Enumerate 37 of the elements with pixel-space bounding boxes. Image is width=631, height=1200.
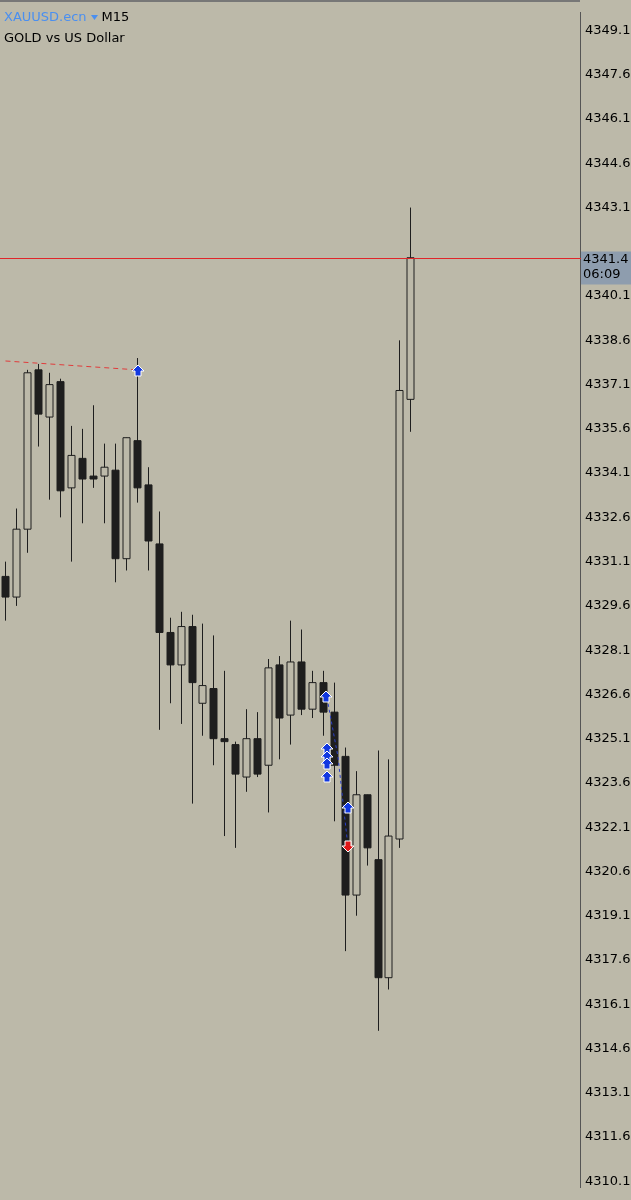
y-tick-label: 4314.6 <box>585 1039 631 1055</box>
candlestick <box>1 561 10 622</box>
y-tick-label: 4329.6 <box>585 597 631 613</box>
candlestick <box>89 404 98 489</box>
y-tick-label: 4347.6 <box>585 66 631 82</box>
y-tick-label: 4328.1 <box>585 641 631 657</box>
y-tick-label: 4310.1 <box>585 1172 631 1188</box>
candlestick <box>78 428 87 524</box>
y-tick-label: 4313.1 <box>585 1084 631 1100</box>
y-tick-label: 4320.6 <box>585 862 631 878</box>
y-tick-label: 4340.1 <box>585 287 631 303</box>
annotation: M15 <box>101 9 130 25</box>
y-tick-label: 4349.1 <box>585 21 631 37</box>
y-tick-label: 4346.1 <box>585 110 631 126</box>
y-tick-label: 4317.6 <box>585 951 631 967</box>
y-tick-label: 4322.1 <box>585 818 631 834</box>
y-tick-label: 4334.1 <box>585 464 631 480</box>
ref-line-label: 4341.4 <box>583 251 629 267</box>
text: 06:09 <box>583 266 621 282</box>
y-tick-label: 4335.6 <box>585 420 631 436</box>
chart-title: XAUUSD.ecn <box>4 9 87 25</box>
y-tick-label: 4332.6 <box>585 508 631 524</box>
y-tick-label: 4338.6 <box>585 331 631 347</box>
y-tick-label: 4331.1 <box>585 553 631 569</box>
y-tick-label: 4337.1 <box>585 375 631 391</box>
y-tick-label: 4325.1 <box>585 730 631 746</box>
y-tick-label: 4323.6 <box>585 774 631 790</box>
candlestick <box>100 443 109 524</box>
y-tick-label: 4343.1 <box>585 198 631 214</box>
y-tick-label: 4316.1 <box>585 995 631 1011</box>
y-tick-label: 4311.6 <box>585 1128 631 1144</box>
y-tick-label: 4319.1 <box>585 907 631 923</box>
text: GOLD vs US Dollar <box>4 30 125 45</box>
y-tick-label: 4326.6 <box>585 685 631 701</box>
candlestick <box>198 623 207 737</box>
candlestick <box>220 670 229 837</box>
y-tick-label: 4344.6 <box>585 154 631 170</box>
